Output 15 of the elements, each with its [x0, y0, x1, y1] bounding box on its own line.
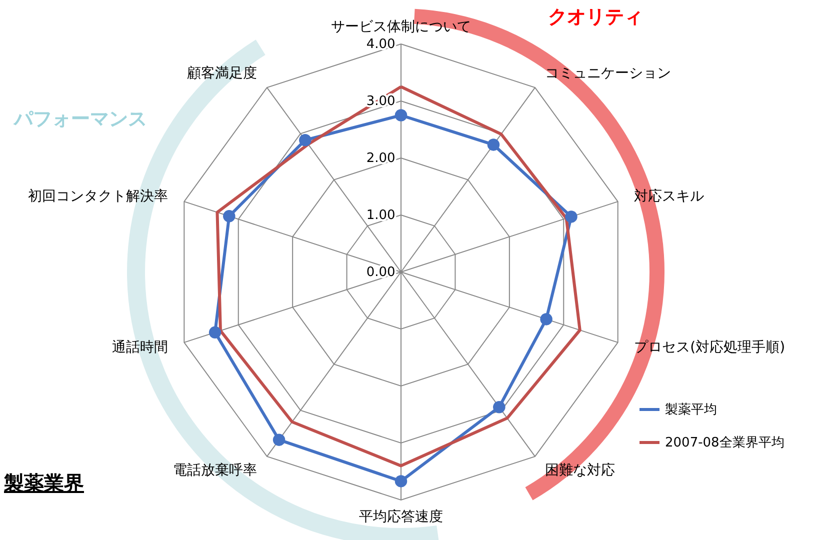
spoke-label: 顧客満足度 [186, 66, 257, 82]
y-tick-label: 2.00 [366, 151, 396, 166]
y-tick-label: 4.00 [366, 37, 396, 52]
legend-label: 製薬平均 [665, 402, 717, 418]
text: クオリティ [548, 5, 643, 30]
legend-label: 2007-08全業界平均 [665, 436, 784, 450]
spoke-label: 平均応答速度 [359, 509, 443, 526]
text: パフォーマンス [14, 107, 147, 132]
spoke-label: 困難な対応 [545, 462, 616, 478]
spoke-label: 電話放棄呼率 [172, 462, 257, 478]
y-tick-label: 0.00 [366, 265, 396, 280]
text: 製薬業界 [4, 470, 84, 497]
y-tick-label: 1.00 [366, 208, 396, 223]
spoke-label: 通話時間 [112, 340, 168, 356]
spoke-label: 初回コンタクト解決率 [28, 188, 168, 204]
